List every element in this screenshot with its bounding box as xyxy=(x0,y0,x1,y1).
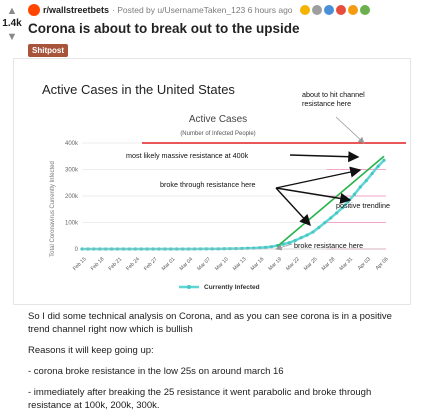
annotation-5: broke resistance here xyxy=(294,241,363,250)
annotation-arrow xyxy=(275,187,352,204)
chart-title: Active Cases xyxy=(189,114,247,125)
x-tick-label: Mar 01 xyxy=(161,256,177,272)
post-body-paragraph: So I did some technical analysis on Coro… xyxy=(28,311,392,335)
data-point xyxy=(317,225,321,230)
subreddit-link[interactable]: r/wallstreetbets xyxy=(43,5,110,15)
data-point xyxy=(358,185,362,189)
x-tick-label: Mar 13 xyxy=(232,256,248,272)
post-meta: r/wallstreetbets · Posted by u/UsernameT… xyxy=(28,0,423,20)
post-body-paragraph: - corona broke resistance in the low 25s… xyxy=(28,366,284,377)
data-point xyxy=(370,171,374,176)
x-tick-label: Mar 25 xyxy=(303,256,319,272)
data-point xyxy=(335,211,339,215)
annotation-2: most likely massive resistance at 400k xyxy=(126,151,249,160)
chart-svg: Active Cases in the United States Active… xyxy=(42,82,406,291)
y-tick-label: 400k xyxy=(65,141,79,147)
award-icon[interactable] xyxy=(299,5,310,15)
annotation-3: broke through resistance here xyxy=(160,180,256,189)
x-tick-label: Mar 10 xyxy=(214,256,230,272)
downvote-arrow-icon[interactable]: ▼ xyxy=(6,31,18,43)
x-tick-label: Mar 16 xyxy=(250,256,266,272)
annotation-1: about to hit channel resistance here xyxy=(302,90,365,108)
chart-subtitle: (Number of Infected People) xyxy=(180,131,255,137)
post-body: So I did some technical analysis on Coro… xyxy=(28,310,413,420)
award-icon[interactable] xyxy=(359,5,370,15)
y-tick-label: 100k xyxy=(65,221,79,227)
annotation-arrow xyxy=(275,187,311,227)
annotation-arrow xyxy=(289,151,360,163)
chart-image[interactable]: Active Cases in the United States Active… xyxy=(13,58,411,305)
x-tick-label: Mar 31 xyxy=(338,256,354,272)
annotation-arrow xyxy=(275,243,293,251)
x-tick-label: Mar 28 xyxy=(321,256,337,272)
posted-by[interactable]: · Posted by u/UsernameTaken_123 6 hours … xyxy=(112,5,293,15)
data-point xyxy=(269,245,274,249)
legend-label: Currently Infected xyxy=(204,284,260,291)
data-point xyxy=(382,158,386,162)
x-tick-label: Feb 18 xyxy=(90,256,106,272)
post-body-paragraph: Reasons it will keep going up: xyxy=(28,345,154,356)
post-title[interactable]: Corona is about to break out to the upsi… xyxy=(28,21,300,36)
trendline xyxy=(276,155,385,247)
award-icon[interactable] xyxy=(347,5,358,15)
x-tick-label: Mar 22 xyxy=(285,256,301,272)
x-tick-label: Mar 19 xyxy=(267,256,283,272)
data-point xyxy=(246,246,250,250)
award-icon[interactable] xyxy=(323,5,334,15)
y-tick-label: 300k xyxy=(65,168,79,174)
legend-marker xyxy=(187,285,191,289)
y-tick-label: 0 xyxy=(75,247,79,253)
data-point xyxy=(293,238,297,243)
award-icon[interactable] xyxy=(311,5,322,15)
annotation-arrow xyxy=(275,166,362,189)
x-tick-label: Feb 24 xyxy=(125,256,141,272)
data-point xyxy=(263,245,268,249)
data-point xyxy=(329,216,333,220)
data-point xyxy=(311,230,315,234)
data-point xyxy=(352,192,356,197)
x-tick-label: Apr 06 xyxy=(375,256,390,271)
award-icon[interactable] xyxy=(335,5,346,15)
data-point xyxy=(323,221,327,225)
y-tick-label: 200k xyxy=(65,194,79,200)
x-tick-label: Mar 07 xyxy=(196,256,212,272)
data-point xyxy=(364,179,368,183)
data-point xyxy=(234,246,238,251)
data-point xyxy=(305,233,309,237)
annotation-arrow xyxy=(335,116,365,144)
x-tick-label: Feb 15 xyxy=(72,256,88,272)
data-point xyxy=(258,246,262,250)
chart-heading: Active Cases in the United States xyxy=(42,82,235,97)
post-flair[interactable]: Shitpost xyxy=(28,44,68,57)
y-axis-label: Total Coronavirus Currently Infected xyxy=(50,161,56,257)
post: r/wallstreetbets · Posted by u/UsernameT… xyxy=(28,0,423,58)
x-tick-label: Apr 03 xyxy=(357,256,372,271)
data-point xyxy=(287,241,291,245)
x-tick-label: Feb 21 xyxy=(108,256,124,272)
data-point xyxy=(340,206,345,210)
upvote-arrow-icon[interactable]: ▲ xyxy=(6,5,18,17)
data-point xyxy=(281,242,285,246)
x-tick-label: Feb 27 xyxy=(143,256,159,272)
post-body-paragraph: - immediately after breaking the 25 resi… xyxy=(28,387,372,411)
vote-column: ▲ 1.4k ▼ xyxy=(0,0,24,43)
awards xyxy=(299,5,370,15)
subreddit-icon[interactable] xyxy=(28,4,40,16)
x-tick-label: Mar 04 xyxy=(179,256,195,272)
data-point xyxy=(299,236,303,240)
data-point xyxy=(228,247,232,251)
vote-score: 1.4k xyxy=(2,18,22,29)
data-point xyxy=(240,246,244,251)
annotation-4: positive trendline xyxy=(336,201,390,210)
data-point xyxy=(376,164,380,168)
